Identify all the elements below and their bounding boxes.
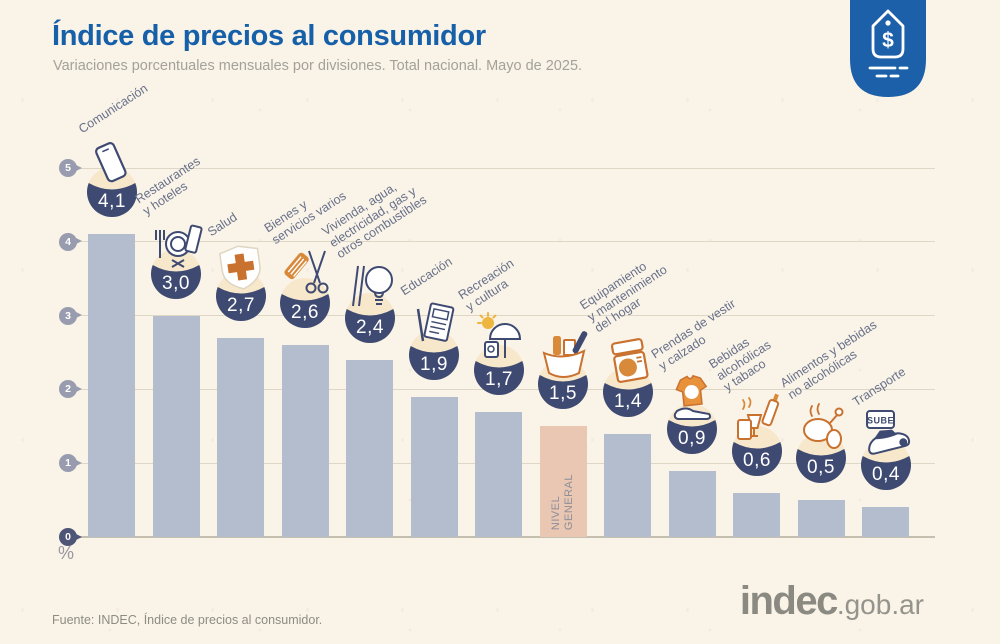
sun-umbrella-icon bbox=[476, 311, 521, 358]
svg-text:SUBE: SUBE bbox=[866, 416, 893, 426]
y-axis-tick-5: 5 bbox=[59, 159, 82, 177]
source-note: Fuente: INDEC, Índice de precios al cons… bbox=[52, 612, 323, 627]
grid-line-3 bbox=[76, 315, 935, 317]
bar-restaurantes-y-hoteles bbox=[152, 315, 200, 537]
health-cross-icon bbox=[218, 245, 261, 290]
price-tag-icon: $ bbox=[850, 0, 926, 97]
bar-inner-label-wrap: NIVEL GENERAL bbox=[540, 426, 587, 537]
sube-card-car-icon: SUBE bbox=[865, 410, 910, 456]
y-axis-tick-2: 2 bbox=[59, 380, 82, 399]
bar-salud bbox=[217, 337, 264, 537]
value-label: 2,6 bbox=[291, 302, 319, 323]
bar-equipamiento-y-mantenimiento-del-hogar bbox=[604, 433, 651, 537]
value-badge-restaurantes-y-hoteles: 3,0 bbox=[138, 210, 214, 306]
bar-nivel-general bbox=[539, 426, 587, 537]
value-label: 0,6 bbox=[743, 450, 771, 471]
bar-recreacion-y-cultura bbox=[475, 411, 522, 537]
grid-line-4 bbox=[76, 241, 935, 243]
value-label: 1,5 bbox=[549, 383, 577, 404]
value-badge-transporte: SUBE 0,4 bbox=[848, 401, 924, 497]
svg-text:$: $ bbox=[882, 29, 894, 52]
value-label: 0,4 bbox=[872, 464, 900, 485]
value-label: 0,5 bbox=[807, 457, 835, 478]
y-axis-tick-3: 3 bbox=[59, 306, 82, 325]
y-axis-tick-4: 4 bbox=[59, 232, 82, 251]
bar-bebidas-alcoholicas-y-tabaco bbox=[733, 492, 780, 537]
logo-text: indec bbox=[739, 579, 838, 623]
bar-alimentos-y-bebidas-no-alcoholicas bbox=[797, 500, 845, 537]
value-label: 2,4 bbox=[356, 317, 384, 338]
bar-comunicacion bbox=[88, 234, 135, 537]
value-label: 1,4 bbox=[614, 391, 642, 412]
indec-logo: indec .gob.ar bbox=[740, 579, 924, 624]
lightbulb-icon bbox=[351, 265, 393, 306]
drinks-tobacco-icon bbox=[736, 393, 779, 440]
bar-educacion bbox=[410, 396, 458, 537]
bar-prendas-de-vestir-y-calzado bbox=[668, 470, 716, 537]
value-badge-prendas-de-vestir-y-calzado: 0,9 bbox=[654, 365, 730, 461]
nivel-general-label: NIVEL GENERAL bbox=[550, 473, 575, 530]
value-badge-vivienda-agua-electricidad-gas-y-otros-combustibles: 2,4 bbox=[332, 254, 408, 350]
value-label: 1,9 bbox=[420, 354, 448, 375]
logo-suffix: .gob.ar bbox=[836, 589, 924, 620]
value-badge-equipamiento-y-mantenimiento-del-hogar: 1,4 bbox=[590, 328, 666, 424]
page-subtitle: Variaciones porcentuales mensuales por d… bbox=[53, 58, 583, 74]
food-icon bbox=[803, 403, 844, 450]
category-label-equipamiento-y-mantenimiento-del-hogar: Equipamiento y mantenimiento del hogar bbox=[576, 259, 669, 336]
value-badge-nivel-general: 1,5 bbox=[525, 320, 601, 416]
restaurant-icon bbox=[155, 224, 203, 268]
comb-scissors-icon bbox=[284, 250, 329, 294]
y-axis-unit-label: % bbox=[58, 543, 75, 563]
notebook-icon bbox=[416, 302, 455, 342]
page-title: Índice de precios al consumidor bbox=[52, 20, 486, 52]
grid-line-5 bbox=[76, 167, 935, 169]
value-badge-comunicacion: 4,1 bbox=[74, 128, 150, 224]
value-label: 0,9 bbox=[678, 428, 706, 449]
value-label: 3,0 bbox=[162, 273, 190, 294]
value-badge-alimentos-y-bebidas-no-alcoholicas: 0,5 bbox=[783, 394, 859, 490]
bar-bienes-y-servicios-varios bbox=[281, 345, 329, 537]
value-label: 4,1 bbox=[98, 191, 126, 212]
y-axis-tick-0: 0 bbox=[59, 528, 82, 546]
clothing-icon bbox=[673, 374, 712, 420]
value-badge-bebidas-alcoholicas-y-tabaco: 0,6 bbox=[719, 387, 795, 483]
value-badge-salud: 2,7 bbox=[203, 232, 279, 328]
grid-line-0 bbox=[76, 536, 935, 538]
y-axis-tick-1: 1 bbox=[59, 454, 82, 473]
phone-icon bbox=[94, 142, 127, 183]
value-label: 1,7 bbox=[485, 369, 513, 390]
value-badge-recreacion-y-cultura: 1,7 bbox=[461, 306, 537, 402]
washing-machine-icon bbox=[610, 337, 649, 383]
bar-vivienda-agua-electricidad-gas-y-otros-combustibles bbox=[346, 359, 393, 537]
value-badge-educacion: 1,9 bbox=[396, 291, 472, 387]
bar-transporte bbox=[862, 507, 909, 537]
value-badge-bienes-y-servicios-varios: 2,6 bbox=[267, 239, 343, 335]
value-label: 2,7 bbox=[227, 295, 255, 316]
shopping-basket-icon bbox=[542, 331, 588, 379]
